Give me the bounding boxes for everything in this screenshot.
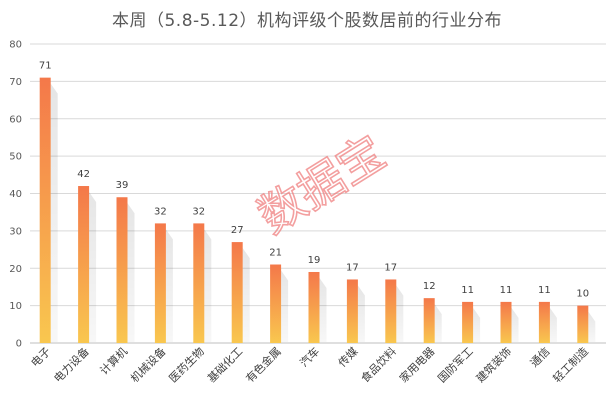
bar-shadow bbox=[319, 277, 327, 342]
data-label: 32 bbox=[154, 206, 167, 217]
x-category-label: 机械设备 bbox=[128, 344, 169, 385]
bar-shadow bbox=[165, 229, 173, 342]
x-category-label: 通信 bbox=[528, 345, 553, 370]
bar-传媒 bbox=[346, 279, 358, 343]
bar-shadow bbox=[549, 307, 557, 342]
data-label: 42 bbox=[77, 169, 90, 180]
bar-电子 bbox=[39, 77, 51, 343]
y-tick-label: 80 bbox=[9, 40, 22, 51]
bar-机械设备 bbox=[154, 223, 166, 343]
x-category-label: 食品饮料 bbox=[358, 344, 399, 385]
y-tick-label: 10 bbox=[9, 301, 22, 312]
x-category-label: 建筑装饰 bbox=[473, 344, 514, 385]
x-category-label: 电力设备 bbox=[51, 344, 92, 385]
bar-通信 bbox=[538, 301, 550, 343]
bar-shadow bbox=[396, 285, 404, 342]
bar-汽车 bbox=[308, 271, 320, 343]
bar-建筑装饰 bbox=[500, 301, 512, 343]
bar-食品饮料 bbox=[385, 279, 397, 343]
y-tick-label: 20 bbox=[9, 264, 22, 275]
bar-电力设备 bbox=[78, 186, 90, 343]
bar-shadow bbox=[588, 311, 596, 342]
bar-医药生物 bbox=[193, 223, 205, 343]
y-tick-label: 70 bbox=[9, 77, 22, 88]
data-label: 39 bbox=[116, 180, 129, 191]
x-category-label: 电子 bbox=[29, 345, 54, 370]
y-tick-label: 50 bbox=[9, 152, 22, 163]
bar-国防军工 bbox=[462, 301, 474, 343]
data-label: 10 bbox=[576, 289, 589, 300]
x-category-label: 传媒 bbox=[336, 345, 361, 370]
bar-家用电器 bbox=[423, 298, 435, 343]
bar-shadow bbox=[127, 203, 135, 342]
data-label: 12 bbox=[423, 281, 436, 292]
x-category-label: 基础化工 bbox=[204, 344, 245, 385]
bar-计算机 bbox=[116, 197, 128, 343]
data-label: 21 bbox=[269, 248, 282, 259]
bar-轻工制造 bbox=[577, 305, 589, 343]
x-category-label: 有色金属 bbox=[243, 344, 284, 385]
data-label: 17 bbox=[346, 262, 359, 273]
bar-shadow bbox=[357, 285, 365, 342]
data-labels: 71 42 39 32 32 27 21 19 17 17 12 11 11 11 10 bbox=[39, 61, 589, 300]
data-label: 71 bbox=[39, 61, 52, 72]
bar-有色金属 bbox=[270, 264, 282, 343]
bar-基础化工 bbox=[231, 242, 243, 343]
bar-shadow bbox=[89, 192, 97, 342]
watermark-text: 数据宝 bbox=[249, 125, 395, 244]
data-label: 11 bbox=[500, 285, 513, 296]
data-label: 32 bbox=[192, 206, 205, 217]
y-tick-label: 60 bbox=[9, 114, 22, 125]
y-tick-label: 40 bbox=[9, 189, 22, 200]
data-label: 27 bbox=[231, 225, 244, 236]
bar-shadow bbox=[473, 307, 481, 342]
chart-title: 本周（5.8-5.12）机构评级个股数居前的行业分布 bbox=[111, 11, 503, 31]
data-label: 11 bbox=[461, 285, 474, 296]
bar-shadows bbox=[50, 83, 596, 342]
bar-shadow bbox=[242, 248, 250, 342]
x-category-label: 国防军工 bbox=[435, 344, 476, 385]
x-category-label: 轻工制造 bbox=[550, 344, 591, 385]
bar-shadow bbox=[511, 307, 519, 342]
bar-shadow bbox=[434, 304, 442, 342]
data-label: 17 bbox=[384, 262, 397, 273]
bar-shadow bbox=[281, 270, 289, 342]
y-tick-label: 30 bbox=[9, 226, 22, 237]
x-category-label: 家用电器 bbox=[396, 344, 437, 385]
bar-shadow bbox=[50, 83, 58, 342]
bars bbox=[39, 77, 589, 343]
x-category-label: 医药生物 bbox=[166, 344, 207, 385]
x-category-label: 汽车 bbox=[297, 344, 322, 369]
data-label: 19 bbox=[308, 255, 321, 266]
y-tick-label: 0 bbox=[16, 339, 22, 350]
x-category-label: 计算机 bbox=[97, 344, 130, 377]
data-label: 11 bbox=[538, 285, 551, 296]
bar-shadow bbox=[204, 229, 212, 342]
y-axis-ticks: 0 10 20 30 40 50 60 70 80 bbox=[9, 40, 22, 350]
